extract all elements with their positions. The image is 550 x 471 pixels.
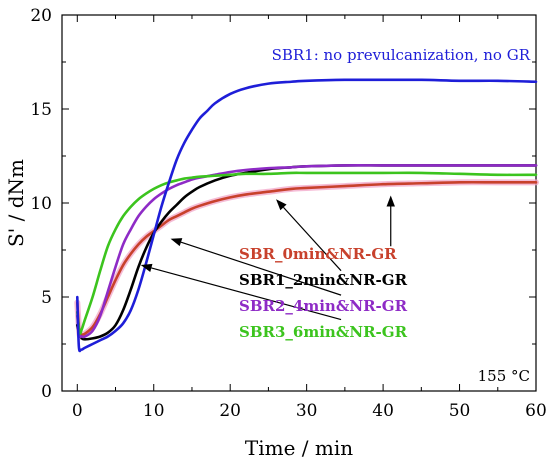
y-tick-label: 10 <box>30 194 52 214</box>
x-tick-label: 20 <box>219 401 241 421</box>
arrow-sbr2-4min <box>170 238 342 296</box>
legend-label-sbr3-6min: SBR3_6min&NR-GR <box>239 323 408 341</box>
y-tick-label: 15 <box>30 100 52 120</box>
y-tick-label: 0 <box>41 382 52 402</box>
blue-series-annotation: SBR1: no prevulcanization, no GR <box>272 46 531 64</box>
arrow-sbr3-6min <box>140 263 342 321</box>
x-tick-label: 40 <box>372 401 394 421</box>
y-tick-label: 5 <box>41 288 52 308</box>
series-line-sbr3-6min <box>75 171 538 335</box>
series-line-sbr1-no-gr <box>75 78 538 353</box>
legend-label-sbr1-2min: SBR1_2min&NR-GR <box>239 271 408 289</box>
x-tick-label: 60 <box>525 401 547 421</box>
legend-label-sbr-0min: SBR_0min&NR-GR <box>239 245 397 263</box>
axis-ticks: 0 10 20 30 40 50 60 0 5 10 15 20 <box>30 6 546 421</box>
x-tick-label: 30 <box>296 401 318 421</box>
y-tick-label: 20 <box>30 6 52 26</box>
x-tick-label: 50 <box>449 401 471 421</box>
x-tick-label: 10 <box>143 401 165 421</box>
legend-label-sbr2-4min: SBR2_4min&NR-GR <box>239 297 408 315</box>
y-axis-title: S' / dNm <box>4 159 28 247</box>
x-axis-title: Time / min <box>245 436 353 460</box>
arrow-sbr1-2min <box>276 199 342 272</box>
arrow-sbr-0min <box>386 195 395 247</box>
legend-arrows <box>140 195 395 321</box>
series-line-sbr2-4min <box>75 164 538 339</box>
series-lines <box>74 78 539 353</box>
temperature-label: 155 °C <box>478 367 530 385</box>
x-tick-label: 0 <box>72 401 83 421</box>
